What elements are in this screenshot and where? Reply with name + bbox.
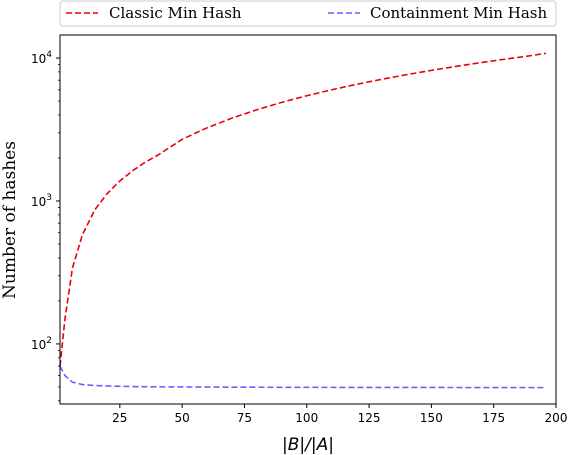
- legend-label-containment: Containment Min Hash: [370, 4, 547, 22]
- y-tick-label: 102: [31, 336, 52, 352]
- x-tick-label: 75: [237, 411, 252, 425]
- x-tick-label: 200: [545, 411, 568, 425]
- y-tick-base: 10: [31, 338, 46, 352]
- x-tick-label: 25: [112, 411, 127, 425]
- y-tick-exponent: 4: [46, 50, 52, 60]
- x-tick-label: 125: [358, 411, 381, 425]
- x-axis-label: |B|/|A|: [282, 435, 334, 455]
- y-tick-exponent: 2: [46, 336, 52, 346]
- x-tick-label: 50: [174, 411, 189, 425]
- plot-frame: [59, 34, 557, 405]
- series-line-classic-min-hash: [59, 52, 547, 367]
- legend: Classic Min Hash Containment Min Hash: [59, 0, 557, 27]
- y-tick-base: 10: [31, 52, 46, 66]
- y-tick-label: 103: [31, 193, 52, 209]
- x-tick-label: 175: [482, 411, 505, 425]
- y-tick-label: 104: [31, 50, 52, 66]
- x-axis: 25 50 75 100 125 150 175 200: [112, 404, 567, 425]
- x-tick-label: 150: [420, 411, 443, 425]
- y-axis-label: Number of hashes: [0, 141, 20, 299]
- y-tick-base: 10: [31, 195, 46, 209]
- y-tick-exponent: 3: [46, 193, 52, 203]
- series-layer: [59, 52, 547, 389]
- legend-label-classic: Classic Min Hash: [109, 4, 242, 22]
- x-tick-label: 100: [295, 411, 318, 425]
- legend-frame: [59, 0, 557, 27]
